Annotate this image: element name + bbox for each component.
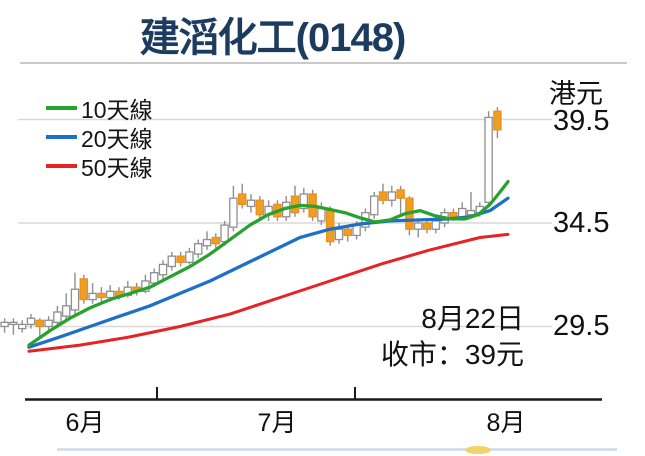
x-axis-label-august: 8月	[486, 409, 526, 437]
ma50-line-swatch-icon	[46, 163, 77, 168]
ma10-legend-label: 10天線	[81, 96, 153, 123]
ma20-legend-label: 20天線	[81, 125, 153, 152]
legend: 10天線 20天線 50天線	[46, 93, 153, 181]
annotation: 8月22日 收市：39元	[381, 301, 524, 373]
y-axis-tick-label-29-5: 29.5	[553, 310, 610, 342]
legend-row-ma10: 10天線	[46, 93, 153, 123]
x-axis-label-july: 7月	[257, 409, 297, 437]
y-axis-unit-label: 港元	[549, 79, 603, 109]
title-divider	[20, 62, 627, 64]
legend-row-ma50: 50天線	[46, 151, 153, 181]
x-axis-label-june: 6月	[65, 409, 105, 437]
annotation-date: 8月22日	[421, 303, 524, 334]
y-axis-tick-label-34-5: 34.5	[553, 207, 610, 239]
ma50-legend-label: 50天線	[81, 154, 153, 181]
ma20-line-swatch-icon	[46, 134, 77, 139]
chart-title: 建滔化工(0148)	[139, 16, 407, 60]
y-axis-tick-label-39-5: 39.5	[553, 105, 610, 137]
ma10-line-swatch-icon	[46, 105, 77, 110]
annotation-close-price: 收市：39元	[380, 339, 524, 370]
legend-row-ma20: 20天線	[46, 122, 153, 152]
